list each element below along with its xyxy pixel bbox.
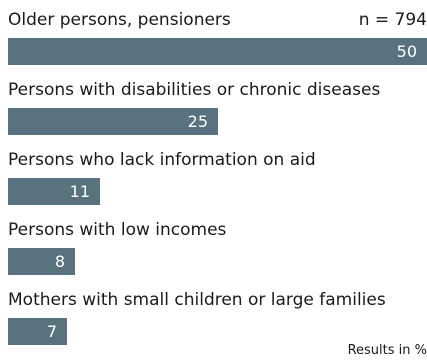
- bar: 50: [8, 38, 427, 65]
- bar: 25: [8, 108, 218, 135]
- bar-value-label: 7: [46, 322, 57, 341]
- units-label: Results in %: [347, 343, 427, 358]
- bar-value-label: 8: [54, 252, 65, 271]
- bar-value-label: 50: [396, 42, 417, 61]
- bar-value-label: 11: [69, 182, 90, 201]
- category-label: Mothers with small children or large fam…: [8, 290, 386, 310]
- category-label: Persons with low incomes: [8, 220, 227, 240]
- sample-size-label: n = 794: [358, 10, 427, 30]
- bar-value-label: 25: [187, 112, 208, 131]
- bar: 8: [8, 248, 75, 275]
- bar: 7: [8, 318, 67, 345]
- category-label: Persons with disabilities or chronic dis…: [8, 80, 381, 100]
- category-label: Older persons, pensioners: [8, 10, 231, 30]
- bar: 11: [8, 178, 100, 205]
- category-label: Persons who lack information on aid: [8, 150, 316, 170]
